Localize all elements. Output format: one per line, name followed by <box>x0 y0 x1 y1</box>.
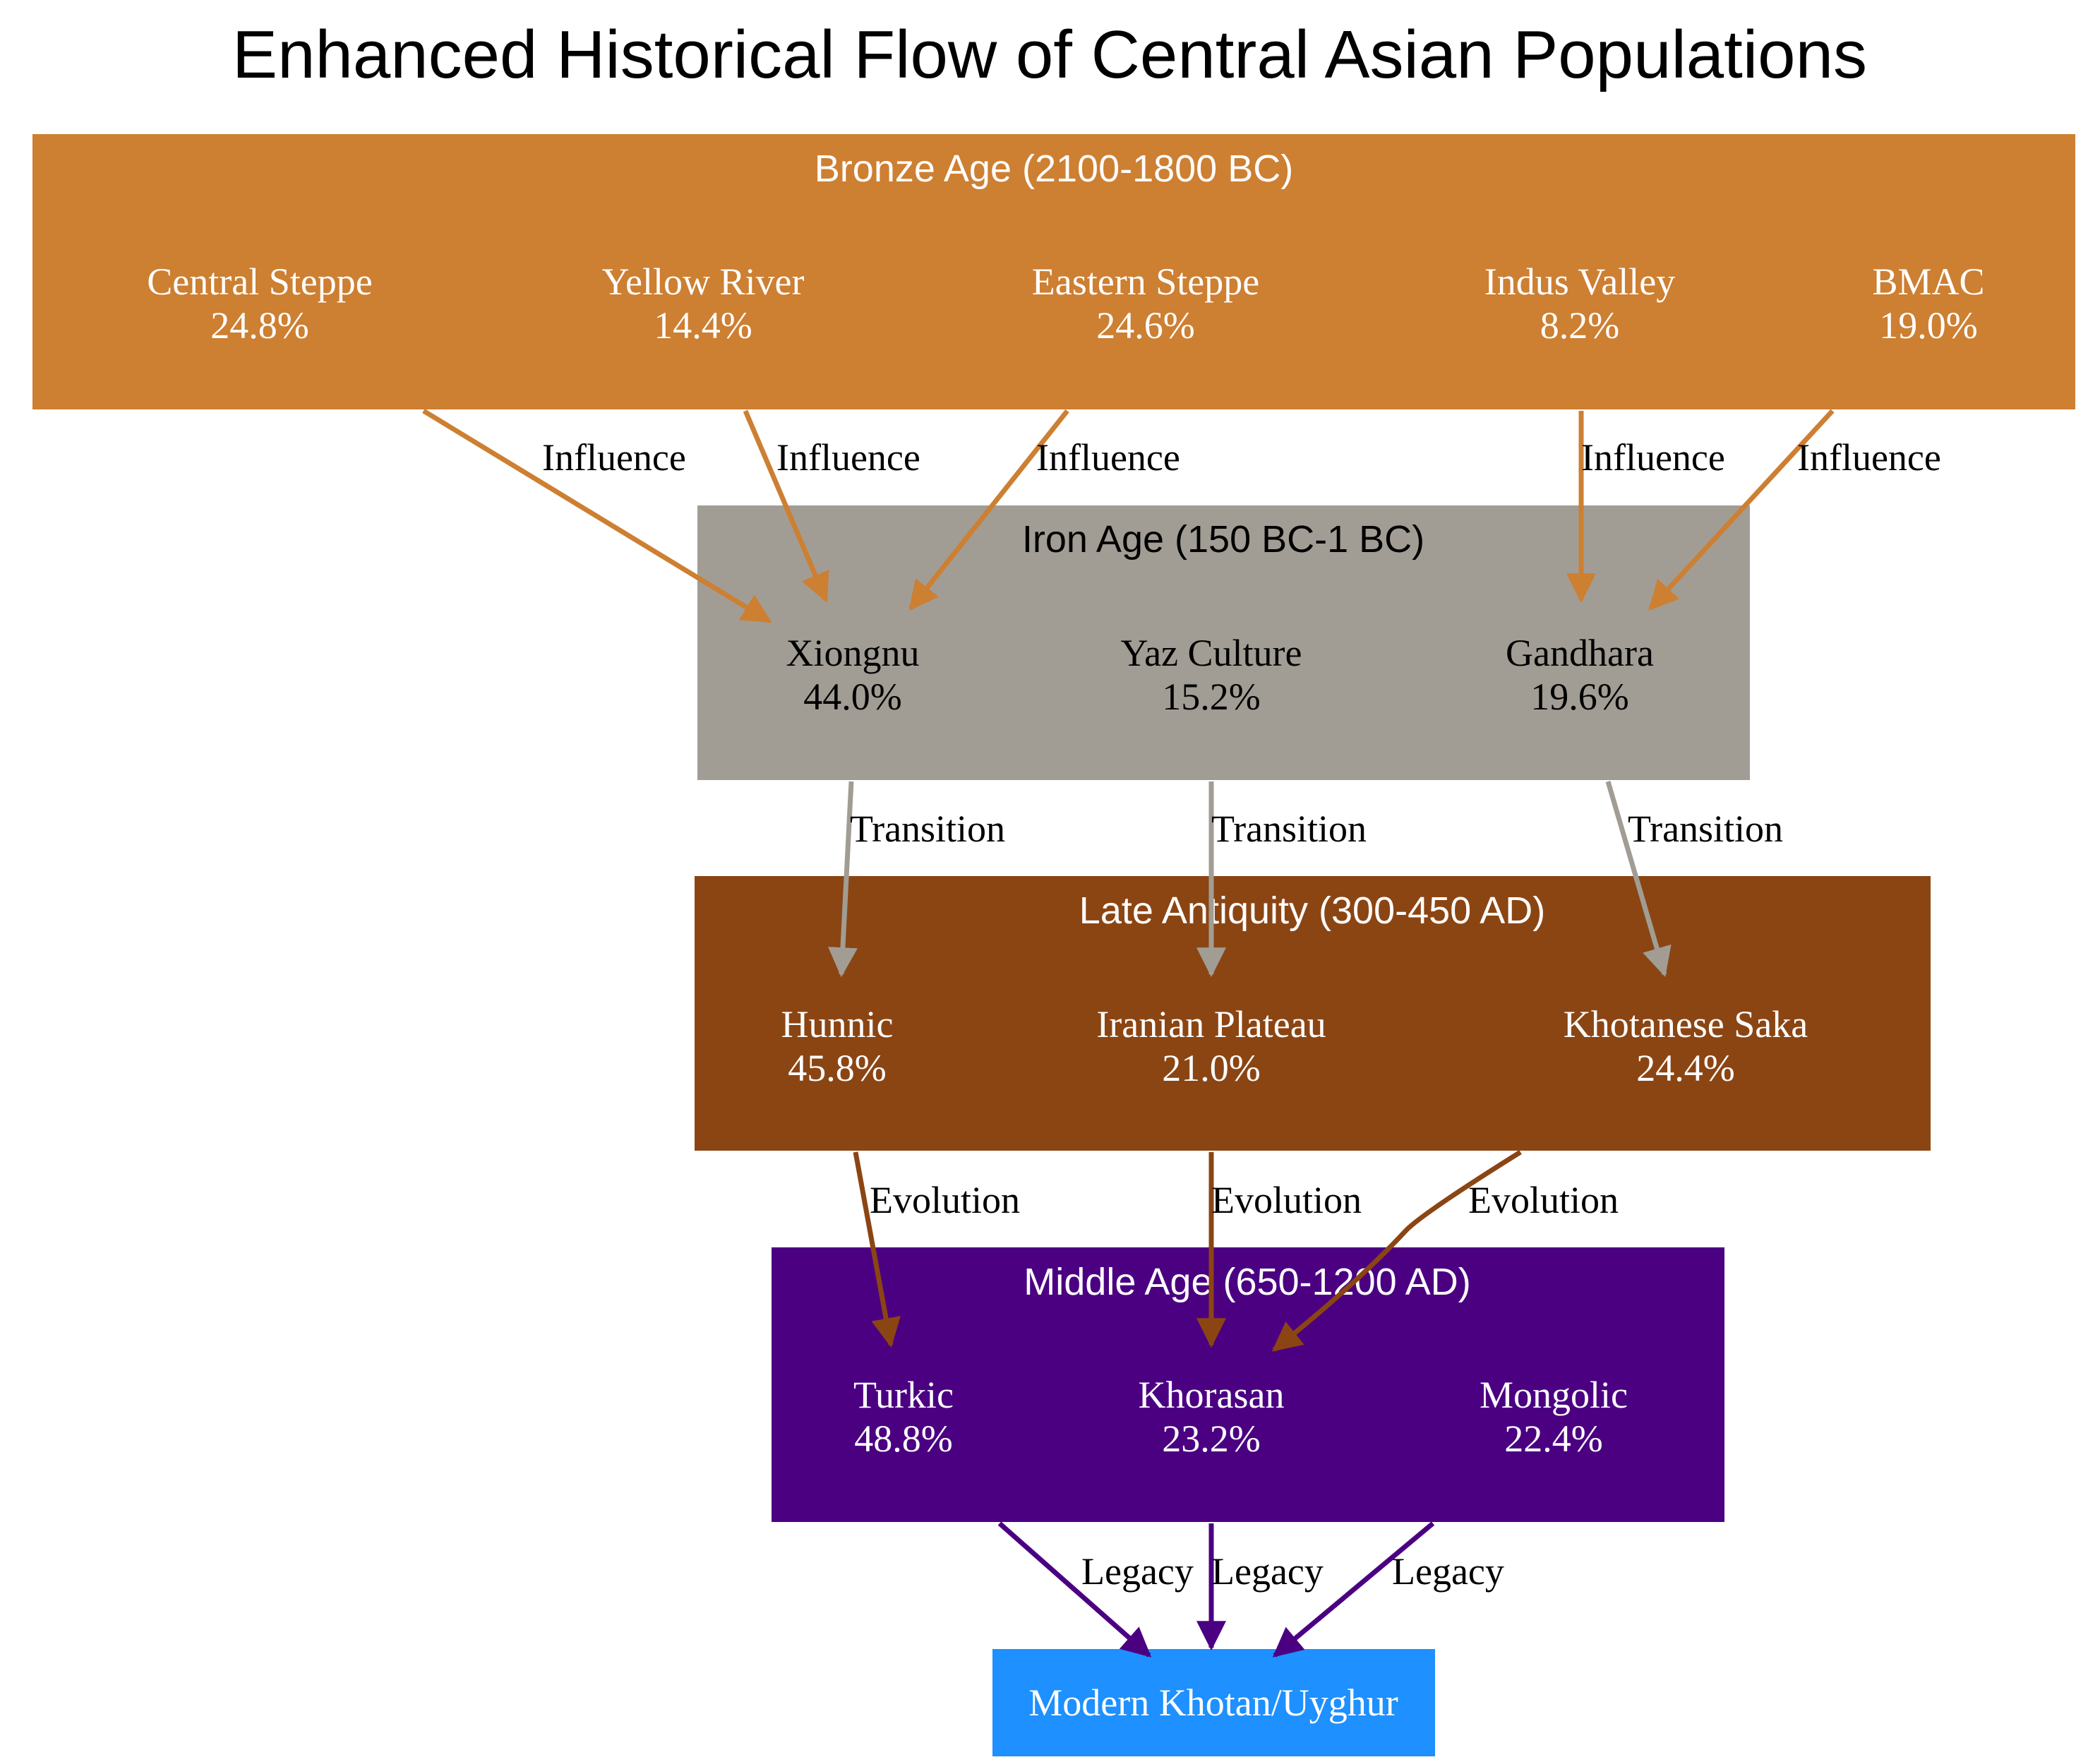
edge-label-evolution: Evolution <box>1468 1179 1619 1221</box>
edge-gandhara-to-khotanese-saka <box>1605 781 1672 978</box>
edge-yellow-river-to-xiongnu <box>743 409 829 603</box>
node-name: Gandhara <box>1506 632 1654 674</box>
edge-mongolic-to-modern <box>1272 1521 1435 1658</box>
cluster-bronze-age: Bronze Age (2100-1800 BC) Central Steppe… <box>32 134 2075 409</box>
node-value: 19.6% <box>1530 676 1628 718</box>
node-name: Xiongnu <box>786 632 920 674</box>
node-value: 48.8% <box>854 1418 952 1460</box>
edge-hunnic-to-turkic <box>853 1151 901 1348</box>
node-yellow-river: Yellow River 14.4% <box>601 260 804 347</box>
node-yaz-culture: Yaz Culture 15.2% <box>1120 632 1302 718</box>
edge-label-transition: Transition <box>1211 808 1367 850</box>
node-name: Khotanese Saka <box>1564 1003 1808 1045</box>
edge-label-transition: Transition <box>1628 808 1783 850</box>
cluster-iron-label: Iron Age (150 BC-1 BC) <box>1022 518 1424 561</box>
edge-bmac-to-gandhara <box>1648 409 1835 611</box>
edge-label-transition: Transition <box>850 808 1005 850</box>
modern-node-box <box>992 1649 1435 1756</box>
edge-label-influence: Influence <box>1797 436 1941 479</box>
edge-eastern-steppe-to-xiongnu <box>908 409 1069 611</box>
edge-xiongnu-to-hunnic <box>827 781 858 978</box>
node-eastern-steppe: Eastern Steppe 24.6% <box>1032 260 1259 347</box>
cluster-middle-label: Middle Age (650-1200 AD) <box>1024 1261 1470 1303</box>
node-xiongnu: Xiongnu 44.0% <box>786 632 920 718</box>
node-name: Turkic <box>853 1374 954 1416</box>
node-name: Khorasan <box>1139 1374 1285 1416</box>
node-value: 15.2% <box>1162 676 1260 718</box>
node-value: 44.0% <box>803 676 901 718</box>
node-bmac: BMAC 19.0% <box>1872 260 1984 347</box>
node-value: 14.4% <box>654 304 752 347</box>
edge-khotanese-saka-to-khorasan <box>1271 1150 1522 1352</box>
node-value: 45.8% <box>788 1047 886 1089</box>
node-name: Yellow River <box>601 260 804 303</box>
cluster-middle-box <box>772 1247 1724 1522</box>
cluster-late-box <box>695 876 1931 1151</box>
node-value: 24.6% <box>1096 304 1194 347</box>
cluster-bronze-box <box>32 134 2075 409</box>
edge-label-influence: Influence <box>1036 436 1180 479</box>
edge-label-influence: Influence <box>542 436 686 479</box>
edge-label-evolution: Evolution <box>870 1179 1020 1221</box>
edge-turkic-to-modern <box>997 1521 1152 1658</box>
edge-label-influence: Influence <box>776 436 920 479</box>
node-name: Yaz Culture <box>1120 632 1302 674</box>
cluster-late-label: Late Antiquity (300-450 AD) <box>1079 889 1545 932</box>
node-gandhara: Gandhara 19.6% <box>1506 632 1654 718</box>
node-hunnic: Hunnic 45.8% <box>781 1003 894 1089</box>
node-name: Iranian Plateau <box>1096 1003 1326 1045</box>
cluster-middle-age: Middle Age (650-1200 AD) Turkic 48.8% Kh… <box>772 1247 1724 1522</box>
edges-legacy: Legacy Legacy Legacy <box>997 1521 1504 1658</box>
node-name: BMAC <box>1872 260 1984 303</box>
edge-label-influence: Influence <box>1581 436 1725 479</box>
edge-label-legacy: Legacy <box>1392 1550 1504 1593</box>
node-value: 8.2% <box>1540 304 1619 347</box>
node-value: 24.8% <box>210 304 308 347</box>
edges-transition: Transition Transition Transition <box>827 781 1783 978</box>
edges-evolution: Evolution Evolution Evolution <box>853 1150 1619 1352</box>
cluster-late-antiquity: Late Antiquity (300-450 AD) Hunnic 45.8%… <box>695 876 1931 1151</box>
node-value: 19.0% <box>1879 304 1977 347</box>
cluster-iron-box <box>697 505 1750 780</box>
edges-influence: Influence Influence Influence Influence … <box>422 409 1941 623</box>
node-value: 23.2% <box>1162 1418 1260 1460</box>
edge-label-legacy: Legacy <box>1081 1550 1194 1593</box>
node-value: 21.0% <box>1162 1047 1260 1089</box>
cluster-iron-age: Iron Age (150 BC-1 BC) Xiongnu 44.0% Yaz… <box>697 505 1750 780</box>
node-name: Eastern Steppe <box>1032 260 1259 303</box>
node-modern-khotan-uyghur: Modern Khotan/Uyghur <box>992 1649 1435 1756</box>
node-value: 22.4% <box>1504 1418 1602 1460</box>
diagram-title: Enhanced Historical Flow of Central Asia… <box>232 17 1867 92</box>
node-value: 24.4% <box>1636 1047 1734 1089</box>
node-iranian-plateau: Iranian Plateau 21.0% <box>1096 1003 1326 1089</box>
node-khotanese-saka: Khotanese Saka 24.4% <box>1564 1003 1808 1089</box>
node-name: Indus Valley <box>1484 260 1675 303</box>
edge-label-legacy: Legacy <box>1211 1550 1324 1593</box>
cluster-bronze-label: Bronze Age (2100-1800 BC) <box>815 148 1293 190</box>
edge-label-evolution: Evolution <box>1211 1179 1362 1221</box>
node-indus-valley: Indus Valley 8.2% <box>1484 260 1675 347</box>
modern-node-label: Modern Khotan/Uyghur <box>1028 1682 1398 1724</box>
node-khorasan: Khorasan 23.2% <box>1139 1374 1285 1460</box>
node-name: Mongolic <box>1480 1374 1628 1416</box>
edge-central-steppe-to-xiongnu <box>422 409 772 623</box>
node-central-steppe: Central Steppe 24.8% <box>147 260 372 347</box>
node-name: Central Steppe <box>147 260 372 303</box>
node-mongolic: Mongolic 22.4% <box>1480 1374 1628 1460</box>
node-name: Hunnic <box>781 1003 894 1045</box>
node-turkic: Turkic 48.8% <box>853 1374 954 1460</box>
